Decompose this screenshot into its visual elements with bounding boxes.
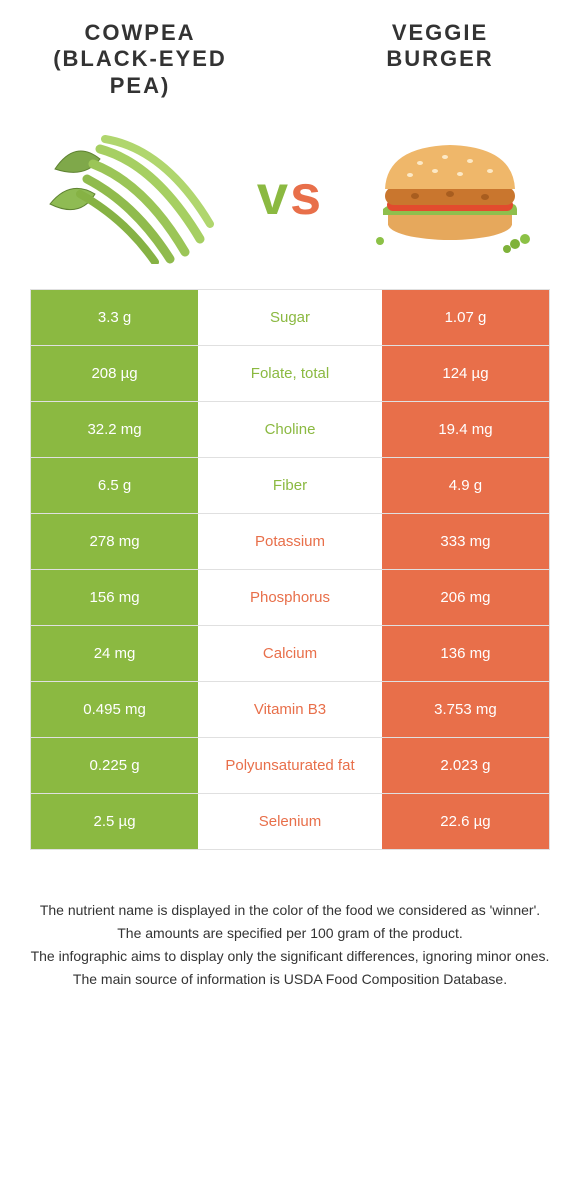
cowpea-image — [40, 119, 220, 269]
left-value: 2.5 µg — [31, 794, 198, 849]
nutrient-label: Calcium — [198, 626, 382, 681]
hero-row: vs — [0, 109, 580, 289]
table-row: 24 mgCalcium136 mg — [31, 626, 549, 682]
footer-line: The amounts are specified per 100 gram o… — [30, 923, 550, 944]
right-value: 22.6 µg — [382, 794, 549, 849]
table-row: 32.2 mgCholine19.4 mg — [31, 402, 549, 458]
table-row: 6.5 gFiber4.9 g — [31, 458, 549, 514]
nutrient-label: Phosphorus — [198, 570, 382, 625]
vs-letter-v: v — [257, 163, 290, 226]
vs-letter-s: s — [290, 163, 323, 226]
right-value: 206 mg — [382, 570, 549, 625]
right-value: 1.07 g — [382, 290, 549, 345]
title-right: Veggie Burger — [340, 20, 540, 99]
left-value: 32.2 mg — [31, 402, 198, 457]
nutrient-label: Selenium — [198, 794, 382, 849]
nutrient-label: Choline — [198, 402, 382, 457]
right-value: 19.4 mg — [382, 402, 549, 457]
right-value: 2.023 g — [382, 738, 549, 793]
vs-label: vs — [257, 162, 323, 227]
nutrient-label: Potassium — [198, 514, 382, 569]
footer-line: The infographic aims to display only the… — [30, 946, 550, 967]
burger-image — [360, 119, 540, 269]
title-left: Cowpea (Black-eyed pea) — [40, 20, 240, 99]
left-value: 0.225 g — [31, 738, 198, 793]
table-row: 156 mgPhosphorus206 mg — [31, 570, 549, 626]
nutrient-label: Sugar — [198, 290, 382, 345]
footer-line: The nutrient name is displayed in the co… — [30, 900, 550, 921]
table-row: 3.3 gSugar1.07 g — [31, 290, 549, 346]
table-row: 278 mgPotassium333 mg — [31, 514, 549, 570]
right-value: 333 mg — [382, 514, 549, 569]
table-row: 2.5 µgSelenium22.6 µg — [31, 794, 549, 850]
nutrient-label: Fiber — [198, 458, 382, 513]
comparison-table: 3.3 gSugar1.07 g208 µgFolate, total124 µ… — [30, 289, 550, 850]
nutrient-label: Polyunsaturated fat — [198, 738, 382, 793]
footer-line: The main source of information is USDA F… — [30, 969, 550, 990]
footer-notes: The nutrient name is displayed in the co… — [30, 900, 550, 990]
left-value: 156 mg — [31, 570, 198, 625]
right-value: 3.753 mg — [382, 682, 549, 737]
titles-row: Cowpea (Black-eyed pea) Veggie Burger — [0, 0, 580, 109]
table-row: 0.495 mgVitamin B33.753 mg — [31, 682, 549, 738]
left-value: 208 µg — [31, 346, 198, 401]
left-value: 3.3 g — [31, 290, 198, 345]
right-value: 4.9 g — [382, 458, 549, 513]
left-value: 0.495 mg — [31, 682, 198, 737]
left-value: 24 mg — [31, 626, 198, 681]
table-row: 208 µgFolate, total124 µg — [31, 346, 549, 402]
nutrient-label: Folate, total — [198, 346, 382, 401]
nutrient-label: Vitamin B3 — [198, 682, 382, 737]
right-value: 136 mg — [382, 626, 549, 681]
left-value: 278 mg — [31, 514, 198, 569]
table-row: 0.225 gPolyunsaturated fat2.023 g — [31, 738, 549, 794]
left-value: 6.5 g — [31, 458, 198, 513]
right-value: 124 µg — [382, 346, 549, 401]
